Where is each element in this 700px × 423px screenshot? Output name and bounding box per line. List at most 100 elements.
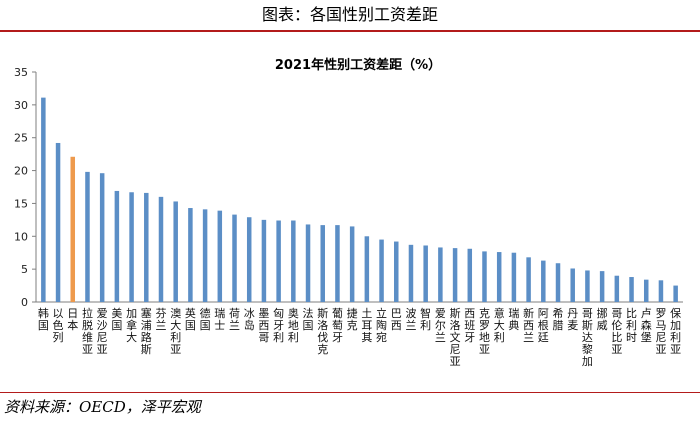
x-tick-label: 英国 [185,306,196,332]
bar [320,225,325,302]
bar [423,245,428,302]
bar [643,279,649,302]
bar [335,225,340,302]
chart-title: 2021年性别工资差距（%） [275,57,441,73]
x-tick-label: 新西兰 [523,306,534,344]
x-tick-label: 日本 [67,307,78,332]
x-tick-label: 斯洛伐克 [317,307,328,356]
x-tick-label: 芬兰 [155,307,166,332]
bar [173,201,178,302]
y-tick-label: 0 [21,296,28,309]
x-tick-label: 韩国 [38,306,49,332]
bar-chart: 2021年性别工资差距（%） 0 5 10 15 20 25 30 35 韩国以色列日本拉脱维… [14,57,683,368]
bar [585,270,590,302]
bar [364,236,370,302]
bar [232,214,237,302]
x-tick-label: 爱尔兰 [435,307,446,344]
x-tick-label: 墨西哥 [258,307,269,344]
bar [541,260,546,302]
figure-title: 图表：各国性别工资差距 [261,5,438,24]
x-tick-label: 哥斯达黎加 [582,307,593,368]
x-tick-label: 斯洛文尼亚 [450,307,461,368]
bar [452,248,458,302]
bar [438,247,443,302]
y-tick-label: 25 [14,132,28,145]
bar [202,209,208,302]
bar [188,208,193,302]
y-tick-label: 30 [14,99,28,112]
bar [114,190,120,302]
bar [570,268,575,302]
y-tick-label: 20 [14,165,28,178]
bar [85,171,90,302]
x-tick-label: 瑞士 [214,306,225,332]
bar [394,241,399,302]
bar [55,142,61,302]
x-tick-label: 卢森堡 [641,307,652,344]
x-tick-label: 以色列 [53,307,64,344]
x-tick-label: 比利时 [626,307,637,344]
x-tick-label: 德国 [200,306,211,332]
y-tick-label: 15 [14,197,28,210]
bar [629,277,634,302]
x-tick-label: 荷兰 [229,307,240,332]
y-tick-label: 10 [14,230,28,243]
x-tick-label: 立陶宛 [376,306,387,344]
x-tick-label: 冰岛 [244,307,255,332]
bar [305,224,311,302]
bars [41,97,678,302]
source-note: 资料来源：OECD，泽平宏观 [4,398,201,416]
source-rule [0,392,700,393]
x-tick-label: 希腊 [553,306,564,332]
bar [158,196,164,302]
bar [599,271,605,302]
x-tick-label: 美国 [111,307,122,332]
x-tick-label: 保加利亚 [670,306,681,356]
x-tick-label: 拉脱维亚 [82,306,93,356]
x-tick-label: 意大利 [494,306,505,344]
bar [496,252,502,302]
bar [408,244,414,302]
x-tick-label: 塞浦路斯 [141,306,152,356]
x-tick-label: 匈牙利 [273,306,284,344]
x-tick-label: 加拿大 [126,307,137,344]
bar [349,226,355,302]
bar [482,251,487,302]
x-tick-label: 哥伦比亚 [611,307,622,356]
bar [555,263,561,302]
x-tick-label: 巴西 [391,307,402,332]
bar [70,156,76,302]
x-tick-label: 挪威 [597,306,608,332]
x-tick-label: 奥地利 [288,306,299,344]
y-tick-label: 5 [21,263,28,276]
bar [526,257,531,302]
bar [291,220,296,302]
x-tick-label: 西班牙 [464,307,475,344]
x-tick-label: 罗马尼亚 [655,307,666,356]
bar [614,275,620,302]
x-tick-label: 爱沙尼亚 [97,307,108,356]
y-axis: 0 5 10 15 20 25 30 35 [14,66,683,309]
x-tick-label: 法国 [303,306,314,332]
x-tick-label: 丹麦 [567,307,578,332]
x-tick-label: 智利 [420,306,431,332]
bar [129,192,134,302]
x-tick-label: 波兰 [405,307,416,332]
x-axis-labels: 韩国以色列日本拉脱维亚爱沙尼亚美国加拿大塞浦路斯芬兰澳大利亚英国德国瑞士荷兰冰岛… [38,306,681,368]
bar [246,217,252,302]
bar [467,248,473,302]
x-tick-label: 捷克 [347,306,358,332]
bar [144,192,149,302]
x-tick-label: 葡萄牙 [332,307,343,344]
x-tick-label: 土耳其 [361,307,372,344]
bar [673,285,678,302]
x-tick-label: 阿根廷 [538,307,549,344]
bar [379,239,384,302]
bar [276,220,281,302]
bar [217,210,223,302]
x-tick-label: 澳大利亚 [170,307,181,356]
y-tick-label: 35 [14,66,28,79]
bar [511,252,517,302]
title-rule [0,30,700,32]
bar [261,219,267,302]
